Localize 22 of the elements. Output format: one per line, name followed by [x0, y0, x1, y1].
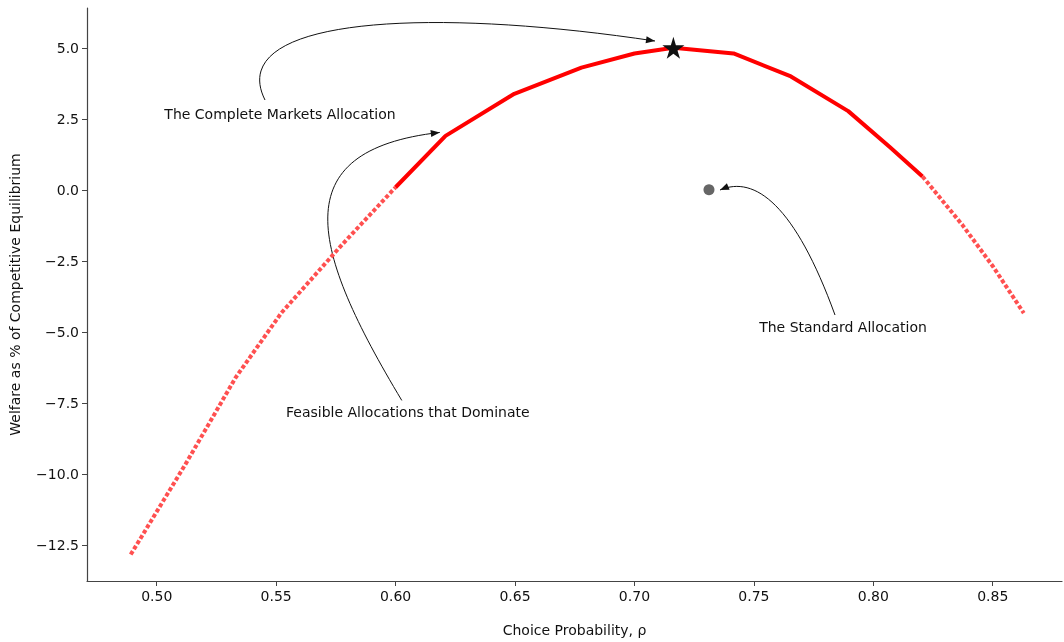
- y-tick-label: 2.5: [56, 110, 79, 127]
- annotation: The Standard Allocation: [758, 319, 927, 335]
- line-series: [920, 174, 1026, 316]
- y-tick-label: −12.5: [36, 536, 79, 553]
- y-tick-label: −10.0: [36, 465, 79, 482]
- x-tick-label: 0.80: [857, 588, 889, 604]
- x-tick-label: 0.60: [380, 588, 412, 604]
- y-tick-label: 5.0: [56, 39, 79, 56]
- x-tick-label: 0.50: [141, 588, 173, 604]
- x-tick-label: 0.85: [977, 588, 1009, 604]
- x-tick-label: 0.70: [618, 588, 651, 604]
- y-axis-title: Welfare as % of Competitive Equilibrium: [7, 153, 23, 436]
- annotation: The Complete Markets Allocation: [163, 106, 396, 122]
- x-axis-title: Choice Probability, ρ: [502, 622, 647, 638]
- annotation: Feasible Allocations that Dominate: [286, 404, 530, 421]
- y-tick-label: −5.0: [45, 323, 79, 340]
- x-tick-label: 0.55: [260, 588, 292, 604]
- y-tick-label: −2.5: [45, 252, 79, 269]
- y-tick-label: 0.0: [56, 181, 79, 198]
- y-tick-label: −7.5: [45, 394, 79, 411]
- x-tick-label: 0.75: [738, 588, 770, 604]
- x-tick-label: 0.65: [499, 588, 531, 604]
